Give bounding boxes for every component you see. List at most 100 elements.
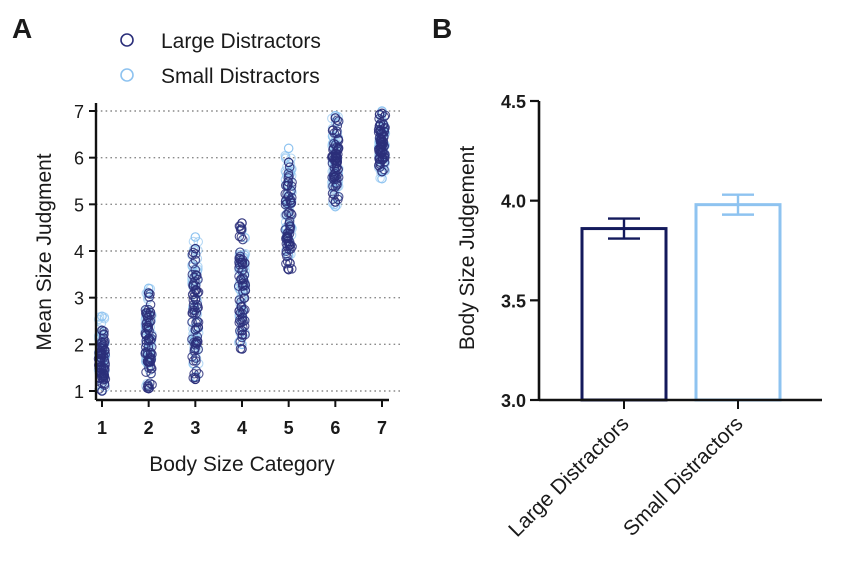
- scatter-points: [93, 106, 391, 396]
- point-large-distractors: [375, 162, 385, 172]
- point-large-distractors: [280, 196, 291, 207]
- point-large-distractors: [281, 258, 291, 269]
- point-large-distractors: [236, 257, 246, 267]
- y-axis-title-a: Mean Size Judgment: [33, 153, 56, 350]
- point-small-distractors: [190, 232, 201, 242]
- point-large-distractors: [238, 280, 249, 290]
- y-tick-label-a: 2: [74, 335, 84, 355]
- point-small-distractors: [193, 358, 204, 369]
- point-large-distractors: [283, 264, 294, 275]
- point-large-distractors: [143, 304, 154, 315]
- point-large-distractors: [190, 264, 201, 275]
- point-large-distractors: [143, 383, 154, 394]
- point-large-distractors: [193, 302, 203, 313]
- y-tick-label-b: 4.0: [501, 192, 526, 212]
- x-tick-label-a: 6: [330, 418, 340, 438]
- point-large-distractors: [190, 353, 201, 363]
- point-large-distractors: [187, 269, 198, 280]
- point-large-distractors: [239, 293, 250, 303]
- y-axis-title-b: Body Size Judgement: [456, 146, 479, 350]
- point-large-distractors: [97, 368, 107, 379]
- point-large-distractors: [240, 315, 250, 326]
- y-tick-label-b: 3.0: [501, 391, 526, 411]
- point-large-distractors: [147, 331, 157, 341]
- point-large-distractors: [190, 249, 201, 259]
- point-large-distractors: [235, 337, 245, 347]
- point-large-distractors: [187, 317, 197, 327]
- point-large-distractors: [377, 152, 387, 163]
- point-small-distractors: [240, 233, 251, 243]
- panel-a-label: A: [12, 13, 32, 44]
- point-small-distractors: [188, 244, 199, 255]
- point-large-distractors: [285, 258, 295, 269]
- point-large-distractors: [142, 357, 153, 367]
- point-large-distractors: [377, 146, 388, 157]
- point-large-distractors: [234, 263, 244, 273]
- x-tick-label-a: 3: [190, 418, 200, 438]
- point-large-distractors: [188, 356, 199, 366]
- legend-small-label: Small Distractors: [161, 65, 320, 88]
- point-large-distractors: [97, 338, 107, 348]
- point-large-distractors: [188, 280, 198, 291]
- point-large-distractors: [193, 287, 204, 297]
- legend-large-label: Large Distractors: [161, 30, 321, 53]
- point-large-distractors: [191, 356, 201, 366]
- point-large-distractors: [189, 287, 199, 298]
- panel-b-label: B: [432, 13, 452, 44]
- point-large-distractors: [378, 154, 388, 164]
- point-large-distractors: [234, 231, 245, 242]
- point-large-distractors: [237, 344, 247, 354]
- point-large-distractors: [238, 234, 248, 245]
- point-large-distractors: [144, 383, 155, 393]
- bar-large-distractors: [580, 227, 668, 402]
- point-large-distractors: [330, 151, 341, 161]
- point-large-distractors: [190, 343, 201, 353]
- x-tick-label-b: Small Distractors: [619, 412, 747, 540]
- point-large-distractors: [283, 157, 294, 168]
- y-tick-label-a: 5: [74, 195, 84, 215]
- point-large-distractors: [192, 323, 202, 334]
- point-large-distractors: [140, 305, 151, 315]
- point-large-distractors: [328, 145, 338, 155]
- point-small-distractors: [284, 167, 295, 178]
- point-large-distractors: [237, 332, 247, 343]
- y-tick-label-a: 3: [74, 289, 84, 309]
- point-large-distractors: [187, 249, 198, 260]
- point-large-distractors: [188, 295, 199, 305]
- point-large-distractors: [235, 247, 245, 257]
- point-large-distractors: [193, 336, 203, 347]
- point-small-distractors: [93, 314, 104, 325]
- axes-a: 1 2 3 4 5 6 7 1 2 3 4 5 6 7: [74, 102, 389, 438]
- point-large-distractors: [333, 116, 344, 126]
- y-tick-label-a: 7: [74, 102, 84, 122]
- point-large-distractors: [193, 322, 204, 333]
- panel-a: A Large Distractors Small Distractors 1 2…: [12, 13, 400, 476]
- point-large-distractors: [285, 240, 295, 251]
- point-large-distractors: [284, 207, 294, 218]
- point-large-distractors: [190, 270, 201, 280]
- point-large-distractors: [330, 113, 341, 123]
- point-large-distractors: [234, 295, 245, 305]
- x-tick-label-a: 5: [284, 418, 294, 438]
- point-large-distractors: [239, 258, 250, 268]
- point-large-distractors: [190, 243, 201, 254]
- point-large-distractors: [191, 308, 202, 318]
- point-large-distractors: [282, 198, 292, 209]
- point-large-distractors: [141, 308, 151, 318]
- point-large-distractors: [237, 329, 248, 340]
- y-tick-label-b: 3.5: [501, 291, 526, 311]
- point-large-distractors: [333, 134, 343, 145]
- x-axis-title-a: Body Size Category: [149, 453, 335, 476]
- point-large-distractors: [235, 224, 246, 235]
- x-tick-label-a: 1: [97, 418, 107, 438]
- point-large-distractors: [236, 301, 247, 312]
- x-tick-label-a: 4: [237, 418, 247, 438]
- point-large-distractors: [99, 380, 110, 390]
- point-large-distractors: [190, 374, 201, 385]
- point-large-distractors: [97, 386, 107, 396]
- point-large-distractors: [190, 325, 201, 335]
- legend-small-marker: [120, 68, 134, 82]
